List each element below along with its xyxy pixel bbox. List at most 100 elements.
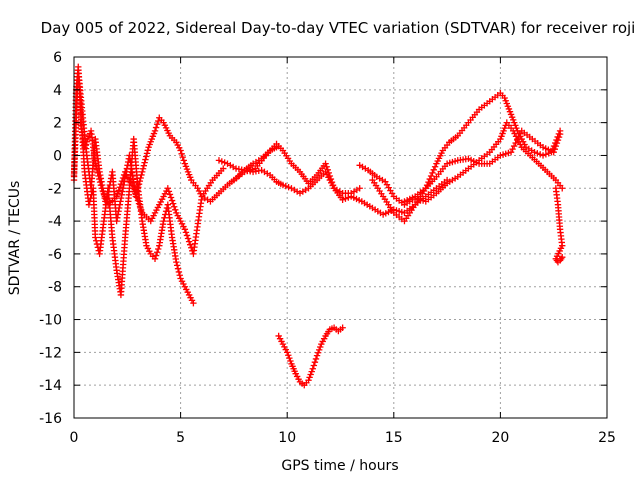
data-point: [553, 139, 561, 147]
data-point: [176, 272, 183, 279]
data-point: [151, 255, 159, 263]
data-point: [152, 252, 160, 259]
data-point: [136, 177, 144, 185]
data-point: [556, 130, 564, 138]
y-tick-label: 6: [53, 50, 62, 66]
data-point: [117, 180, 125, 188]
series-trace-j: [275, 324, 346, 389]
data-point: [510, 142, 518, 150]
data-point: [327, 175, 335, 183]
data-point: [285, 183, 292, 191]
x-tick-label: 0: [70, 430, 79, 446]
plot-frame: [73, 56, 608, 419]
y-axis-label: SDTVAR / TECUs: [7, 181, 23, 296]
data-point: [133, 194, 141, 201]
data-point: [93, 166, 101, 174]
data-point: [190, 299, 197, 307]
data-point: [306, 374, 313, 381]
data-point: [531, 148, 538, 156]
grid: [74, 57, 607, 418]
data-point: [430, 166, 437, 174]
data-point: [542, 151, 550, 158]
series-trace-f: [356, 119, 566, 208]
data-point: [164, 185, 172, 192]
data-point: [310, 362, 318, 369]
data-point: [140, 162, 148, 169]
data-point: [178, 150, 185, 158]
series-trace-e: [230, 140, 451, 218]
x-tick-label: 10: [278, 430, 296, 446]
data-point: [135, 180, 143, 188]
data-point: [345, 194, 352, 201]
data-point: [323, 163, 330, 170]
data-point: [130, 185, 137, 192]
data-point: [181, 226, 189, 233]
data-marks: [70, 63, 566, 389]
y-tick-label: -6: [48, 247, 62, 263]
data-point: [92, 163, 100, 170]
data-point: [144, 147, 152, 154]
data-point: [311, 359, 319, 366]
data-point: [551, 145, 558, 153]
data-point: [183, 232, 191, 239]
data-point: [92, 234, 99, 241]
data-point: [286, 354, 293, 362]
data-point: [284, 349, 291, 356]
data-point: [119, 174, 127, 182]
data-point: [173, 262, 181, 269]
data-point: [135, 184, 142, 191]
y-tick-label: -16: [39, 411, 62, 427]
data-point: [118, 177, 126, 185]
data-point: [174, 265, 182, 272]
data-point: [279, 181, 287, 189]
data-point: [136, 203, 144, 210]
data-point: [218, 158, 226, 165]
y-tick-label: 4: [53, 83, 62, 99]
data-point: [96, 175, 103, 183]
data-point: [168, 197, 176, 204]
series-trace-c: [77, 119, 280, 258]
data-point: [534, 150, 541, 157]
y-tick-label: -8: [48, 280, 62, 296]
data-point: [92, 160, 99, 167]
data-point: [550, 148, 557, 156]
data-point: [317, 343, 324, 351]
data-point: [313, 352, 321, 359]
data-point: [554, 136, 562, 144]
data-point: [185, 238, 193, 245]
data-point: [356, 185, 363, 192]
series-trace-b: [70, 66, 227, 225]
data-point: [151, 127, 159, 135]
data-point: [143, 150, 151, 157]
data-point: [179, 153, 186, 161]
data-point: [339, 196, 346, 203]
data-point: [315, 346, 323, 354]
data-point: [95, 172, 102, 180]
data-point: [132, 191, 140, 198]
data-point: [220, 165, 227, 172]
data-point: [215, 157, 223, 164]
x-tick-label: 15: [385, 430, 403, 446]
data-point: [116, 184, 124, 191]
data-point: [152, 124, 160, 131]
x-axis-label: GPS time / hours: [281, 458, 398, 474]
data-point: [285, 352, 292, 359]
data-point: [171, 203, 178, 210]
y-tick-label: 0: [53, 148, 62, 164]
data-point: [322, 160, 329, 167]
data-point: [559, 253, 566, 261]
data-point: [312, 355, 320, 363]
data-point: [166, 191, 174, 198]
data-point: [314, 349, 322, 356]
data-point: [167, 194, 175, 201]
data-point: [141, 159, 148, 166]
x-tick-label: 25: [598, 430, 616, 446]
data-point: [309, 365, 316, 372]
data-point: [139, 165, 147, 172]
data-point: [115, 187, 122, 194]
series-trace-i: [552, 185, 566, 266]
data-point: [113, 193, 120, 200]
data-point: [165, 188, 173, 195]
